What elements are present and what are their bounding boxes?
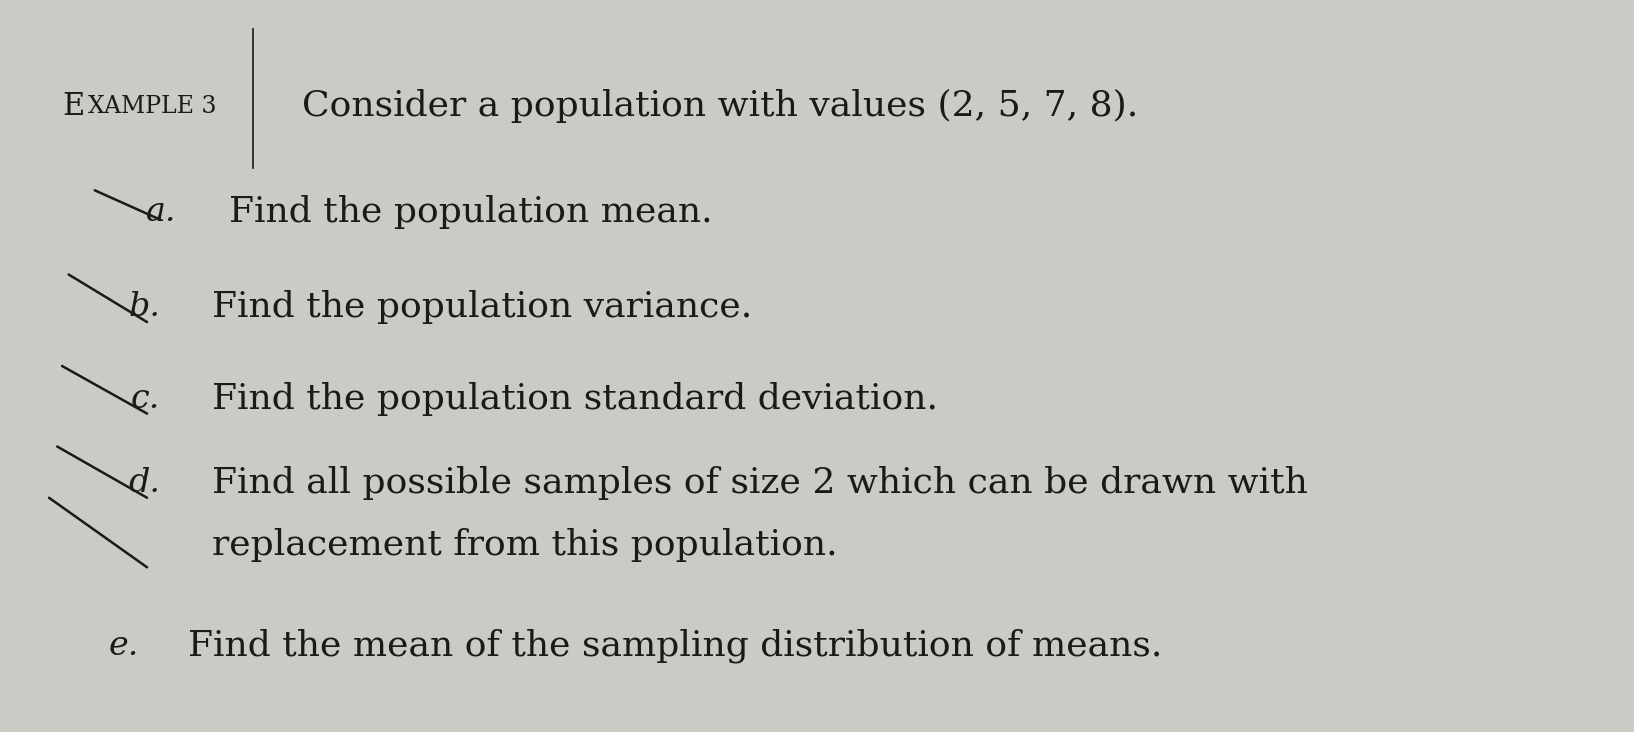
Text: c.: c. — [131, 383, 160, 415]
Text: Find all possible samples of size 2 which can be drawn with: Find all possible samples of size 2 whic… — [212, 466, 1309, 500]
Text: e.: e. — [108, 630, 139, 662]
Text: XAMPLE 3: XAMPLE 3 — [88, 94, 217, 118]
Text: Find the population variance.: Find the population variance. — [212, 291, 753, 324]
Text: E: E — [62, 91, 85, 122]
Text: Find the population mean.: Find the population mean. — [229, 195, 712, 229]
Text: b.: b. — [127, 291, 160, 324]
Text: Find the mean of the sampling distribution of means.: Find the mean of the sampling distributi… — [188, 628, 1162, 663]
Text: a.: a. — [145, 196, 176, 228]
Text: d.: d. — [127, 467, 160, 499]
Text: Consider a population with values (2, 5, 7, 8).: Consider a population with values (2, 5,… — [302, 89, 1139, 123]
Text: Find the population standard deviation.: Find the population standard deviation. — [212, 382, 938, 416]
Text: replacement from this population.: replacement from this population. — [212, 529, 838, 562]
